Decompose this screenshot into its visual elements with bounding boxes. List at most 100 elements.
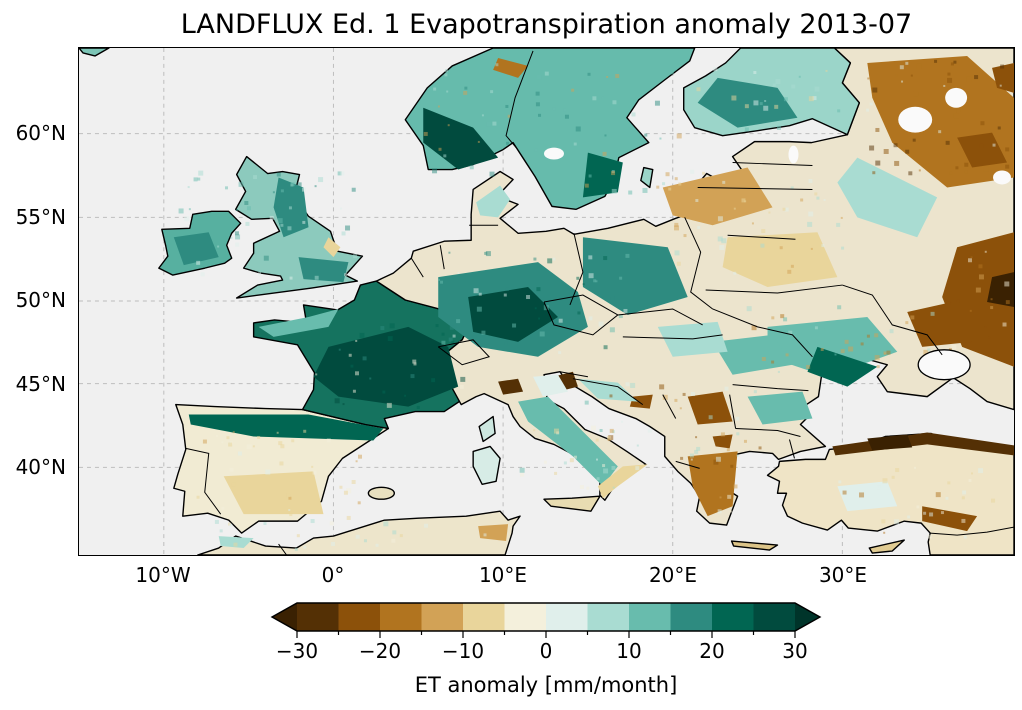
border-portugal-spain: [185, 447, 222, 515]
border-latvia-lithuania: [697, 186, 813, 190]
region-crete: [730, 540, 779, 551]
blob-turkey-se-brown: [922, 506, 978, 532]
border-hungary-south: [622, 334, 723, 340]
blob-east-ukraine-brown: [907, 301, 973, 347]
border-romania-west: [712, 308, 813, 358]
blob-north-scand-tan: [493, 57, 529, 78]
border-germany-poland: [569, 233, 584, 306]
blob-alps-brown-2: [498, 378, 524, 395]
lake-rybinsk: [993, 170, 1012, 185]
blob-morocco-teal: [218, 536, 254, 549]
cbar-tick-m20: −20: [359, 639, 401, 663]
blob-turkey-coast-darkest: [867, 434, 913, 451]
x-tick-30e: 30°E: [818, 563, 868, 587]
sea-of-azov: [917, 349, 971, 381]
colorbar-bin-10: [712, 603, 754, 631]
anomaly-blobs: [173, 55, 1014, 549]
border-belarus-ukraine: [705, 284, 843, 294]
blob-south-ukraine-dark: [807, 346, 878, 387]
colorbar-bin-0: [297, 603, 339, 631]
blob-bosnia-brown: [629, 394, 653, 409]
cbar-tick-10: 10: [616, 639, 641, 663]
blob-greece-tan: [687, 451, 738, 517]
region-north-africa: [197, 510, 521, 555]
colorbar-ticks: [296, 631, 796, 638]
border-turkey-syria: [930, 526, 1014, 536]
region-mallorca: [367, 486, 396, 500]
region-sardinia: [472, 445, 501, 485]
map-plot-area: [78, 47, 1015, 556]
region-gotland: [640, 166, 654, 189]
border-greece-turkey: [788, 439, 795, 459]
border-poland-east: [684, 217, 713, 310]
blob-south-norway-dark: [423, 107, 499, 170]
lake-onega: [945, 87, 968, 108]
cbar-tick-20: 20: [699, 639, 724, 663]
colorbar-under-arrow: [272, 603, 297, 631]
colorbar-bin-8: [629, 603, 671, 631]
border-slovakia: [617, 308, 703, 326]
border-bulgaria-greece: [735, 428, 801, 437]
blob-croatia-teal: [577, 378, 638, 402]
blob-baltic-tan: [662, 167, 773, 226]
chart-title: LANDFLUX Ed. 1 Evapotranspiration anomal…: [180, 9, 913, 40]
noise-speckles: [178, 59, 1010, 551]
blob-iberia-tan: [223, 471, 324, 515]
colorbar-bin-11: [753, 603, 795, 631]
blob-italy-teal-band: [518, 396, 618, 487]
x-tick-10e: 10°E: [478, 563, 528, 587]
region-cyprus: [868, 539, 905, 554]
border-danube-bulgaria: [732, 384, 809, 392]
blob-serbia-brown: [687, 391, 733, 425]
cbar-tick-m30: −30: [276, 639, 318, 663]
border-norway-sweden: [505, 50, 534, 148]
border-croatia-bosnia: [572, 378, 644, 405]
blob-ukraine-teal: [767, 316, 898, 377]
blob-tunisia-tan: [478, 524, 509, 542]
colorbar-bin-7: [587, 603, 629, 631]
colorbar-tick-labels: −30 −20 −10 0 10 20 30: [276, 639, 808, 663]
cbar-tick-m10: −10: [442, 639, 484, 663]
colorbar-bin-2: [380, 603, 422, 631]
blob-nw-russia-dark-2: [992, 62, 1014, 93]
border-slovenia-croatia: [559, 371, 588, 378]
blob-finland-teal: [697, 77, 798, 128]
colorbar-bins: [272, 603, 820, 631]
blob-belarus-tan: [722, 232, 838, 288]
border-bosnia-serbia: [662, 394, 677, 419]
y-tick-50n: 50°N: [15, 288, 66, 312]
blob-nw-russia-dark-1: [957, 132, 1008, 168]
blob-sweden-dark: [582, 152, 623, 198]
colorbar-bin-3: [421, 603, 463, 631]
border-benelux-1: [410, 257, 424, 278]
colorbar-bin-6: [546, 603, 588, 631]
border-albania-greece: [675, 460, 700, 469]
cbar-tick-30: 30: [782, 639, 807, 663]
lake-peipus: [788, 145, 799, 164]
region-sicily: [543, 495, 601, 512]
region-scandinavia: [404, 48, 696, 211]
lake-vanern: [544, 147, 564, 160]
blob-ireland-dark: [173, 232, 219, 266]
cbar-tick-0: 0: [540, 639, 553, 663]
blob-south-italy-tan: [597, 464, 648, 499]
blob-england-dark: [298, 257, 349, 283]
blob-germany-darker-core: [468, 287, 558, 342]
lakes: [544, 87, 1012, 381]
blob-bulgaria-teal: [747, 391, 813, 425]
x-tick-20e: 20°E: [648, 563, 698, 587]
border-serbia-bulgaria: [729, 394, 737, 429]
x-tick-0: 0°: [321, 563, 345, 587]
blob-england-tan: [323, 237, 341, 258]
blob-france-core: [313, 326, 459, 407]
y-tick-40n: 40°N: [15, 455, 66, 479]
blob-brittany-teal: [258, 308, 339, 337]
lake-ladoga: [898, 106, 933, 133]
colorbar-over-arrow: [795, 603, 820, 631]
y-tick-55n: 55°N: [15, 205, 66, 229]
blob-po-valley-light: [533, 374, 568, 397]
x-tick-10w: 10°W: [135, 563, 191, 587]
border-czechia: [543, 294, 619, 336]
blob-macedonia-brown: [712, 434, 733, 449]
